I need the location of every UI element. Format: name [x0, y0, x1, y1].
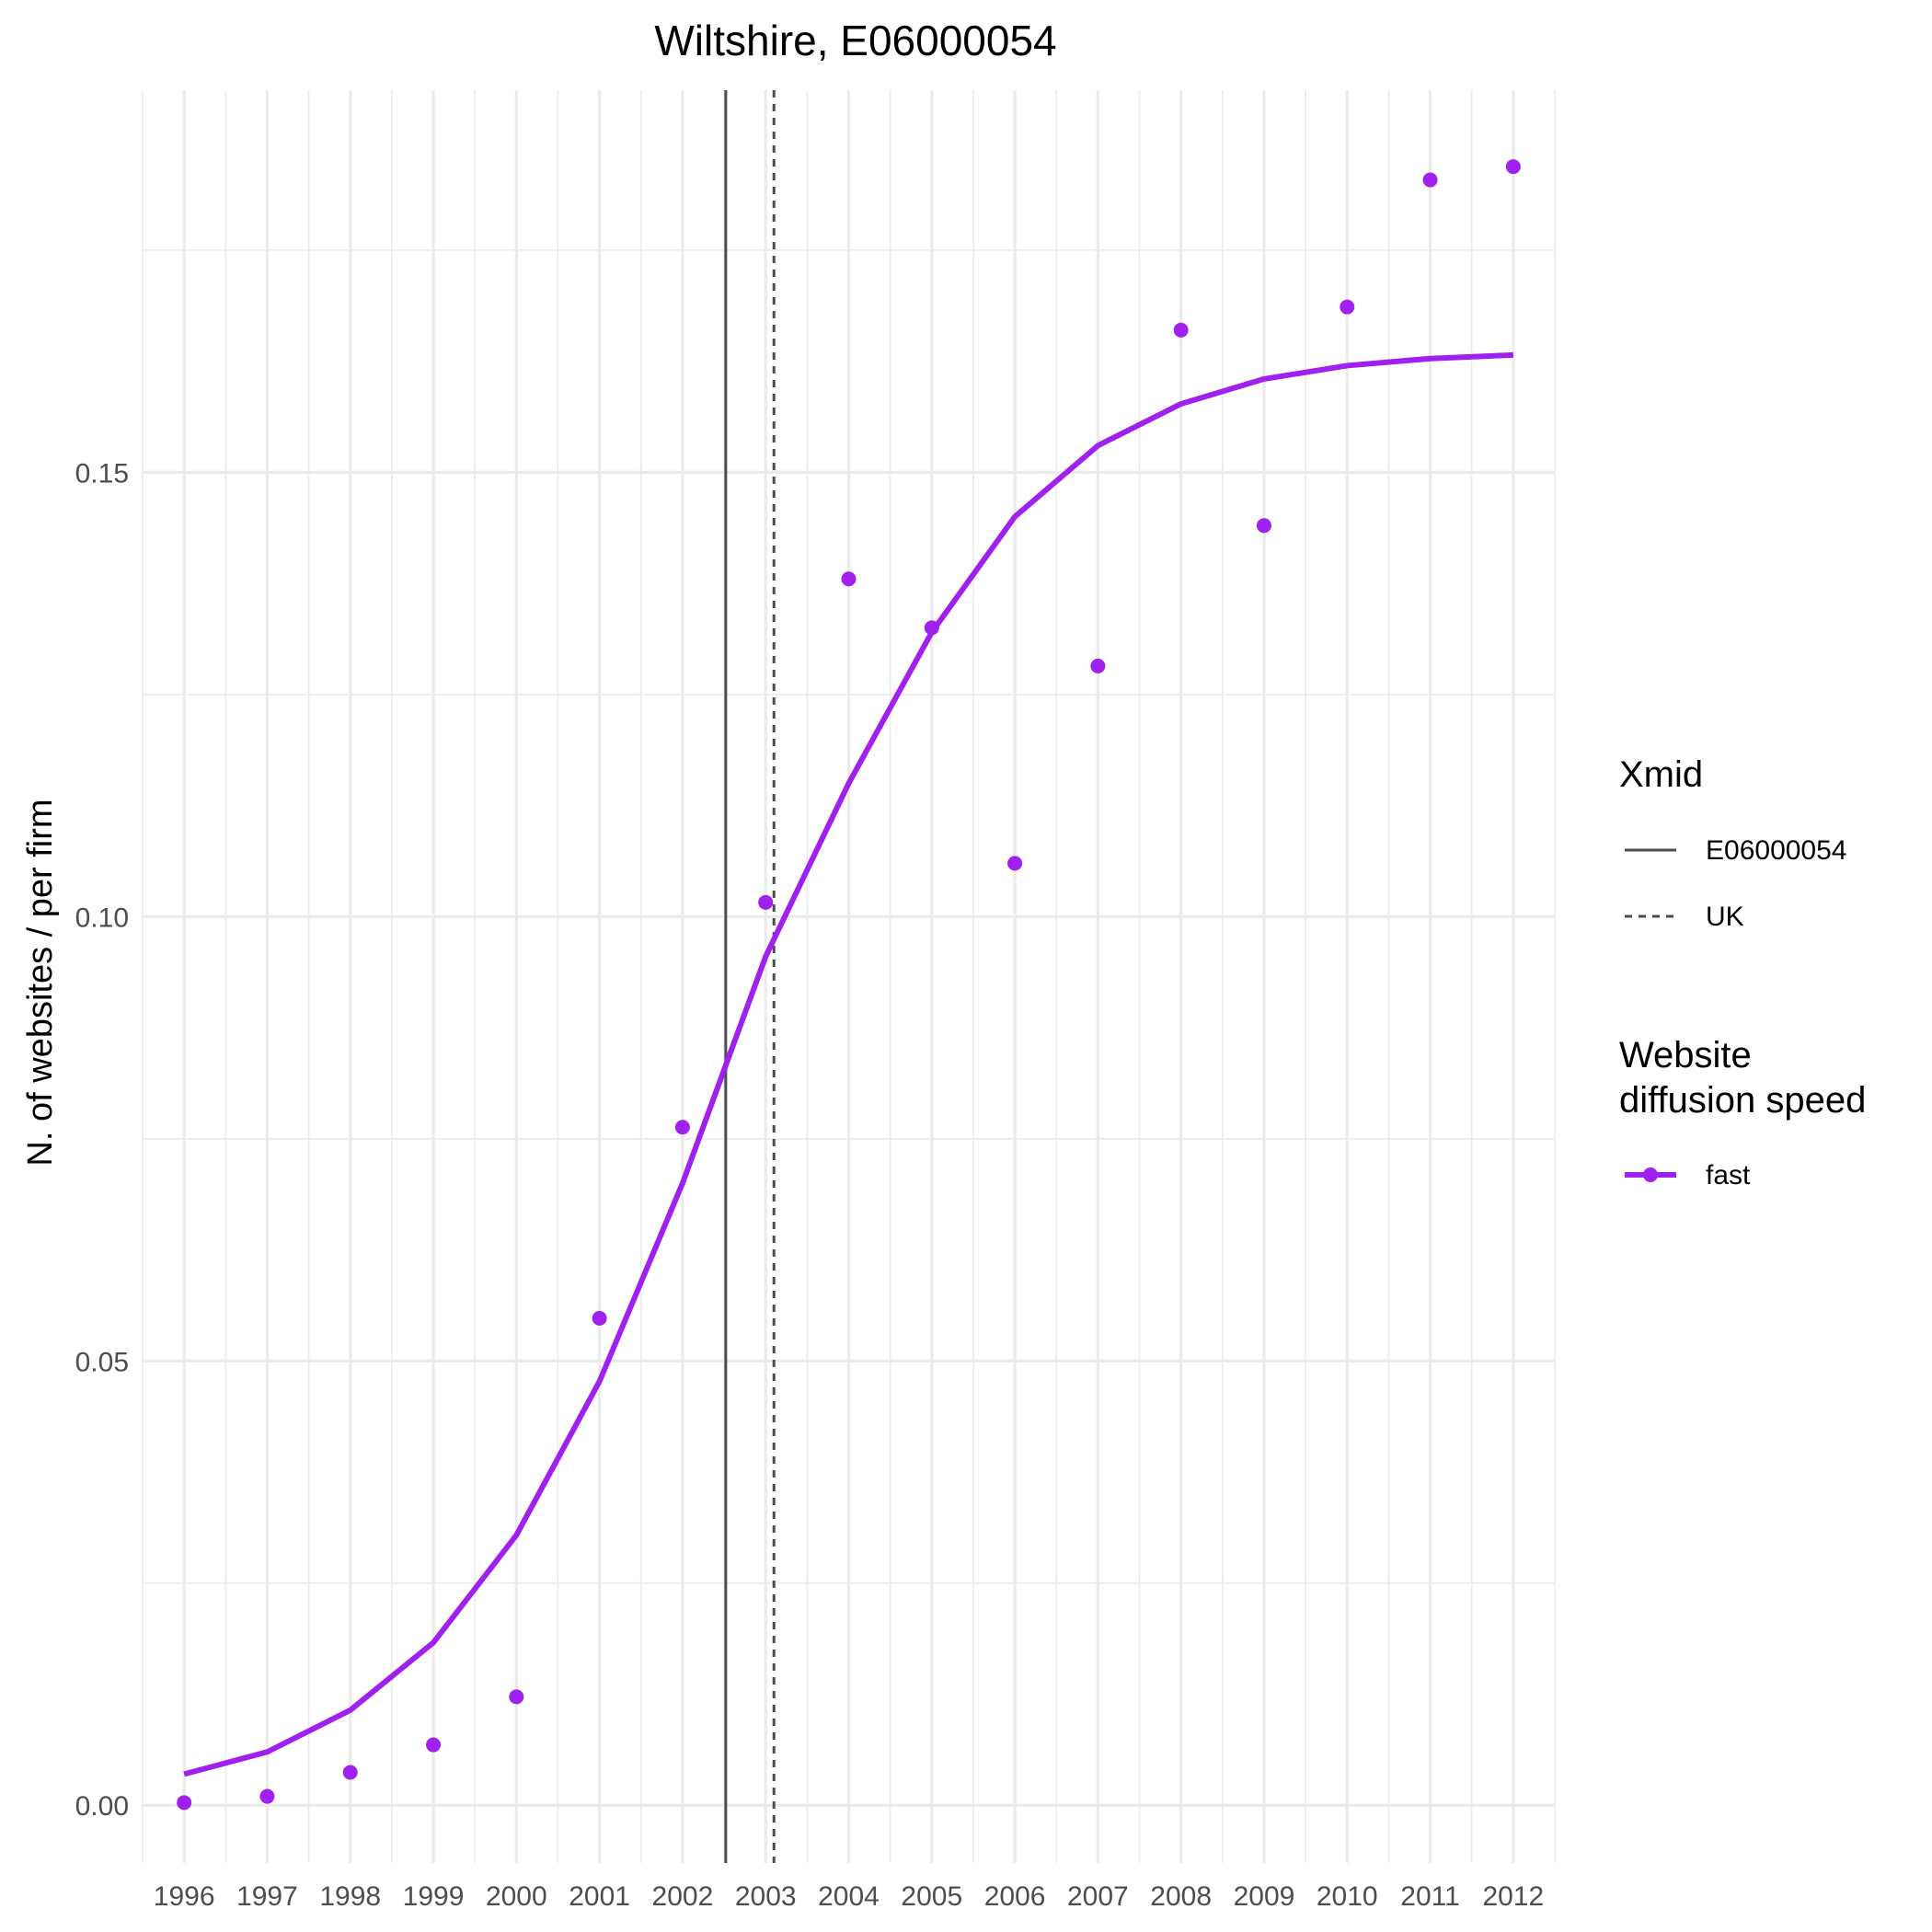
data-point	[1007, 856, 1023, 871]
data-point	[426, 1737, 442, 1753]
x-tick-label: 2008	[1150, 1881, 1212, 1912]
x-tick-label: 2004	[818, 1881, 880, 1912]
data-point	[674, 1120, 690, 1135]
x-tick-label: 2009	[1234, 1881, 1295, 1912]
data-point	[177, 1795, 192, 1811]
data-point	[1256, 518, 1271, 534]
legend-label-e06000054: E06000054	[1706, 835, 1847, 866]
legend-title-line1: Website	[1619, 1035, 1752, 1075]
x-tick-label: 1999	[403, 1881, 465, 1912]
chart-title: Wiltshire, E06000054	[654, 17, 1056, 64]
data-point	[342, 1765, 358, 1780]
reference-lines	[724, 90, 776, 1863]
gridlines	[142, 90, 1556, 1863]
y-tick-label: 0.05	[75, 1347, 129, 1377]
x-tick-label: 2000	[486, 1881, 547, 1912]
x-tick-label: 1998	[319, 1881, 381, 1912]
data-point	[509, 1689, 524, 1705]
x-tick-label: 2011	[1400, 1881, 1460, 1912]
data-point	[592, 1310, 607, 1326]
x-tick-label: 2006	[984, 1881, 1046, 1912]
data-point	[1090, 658, 1106, 673]
data-point	[924, 620, 939, 636]
legend-key-fast-point	[1643, 1167, 1658, 1182]
data-point	[1422, 172, 1438, 188]
y-tick-label: 0.10	[75, 903, 129, 933]
data-points	[177, 159, 1521, 1811]
x-tick-label: 2001	[569, 1881, 630, 1912]
x-tick-label: 2005	[901, 1881, 962, 1912]
x-tick-label: 2002	[652, 1881, 714, 1912]
legend-label-uk: UK	[1706, 902, 1744, 932]
data-point	[841, 571, 857, 587]
y-tick-label: 0.15	[75, 458, 129, 489]
fitted-line-fast	[183, 351, 1513, 1777]
legend-title-xmid: Xmid	[1619, 754, 1703, 795]
legend-speed: Website diffusion speed fast	[1619, 1035, 1866, 1190]
x-tick-label: 2010	[1317, 1881, 1378, 1912]
legend-label-fast: fast	[1706, 1160, 1751, 1190]
x-axis-tick-labels: 1996 1997 1998 1999 2000 2001 2002 2003 2004 2005…	[154, 1881, 1544, 1912]
x-tick-label: 2007	[1067, 1881, 1129, 1912]
y-axis-title: N. of websites / per firm	[21, 799, 60, 1166]
data-point	[758, 894, 774, 910]
legend-xmid: Xmid E06000054 UK	[1619, 754, 1847, 932]
data-point	[1340, 299, 1355, 315]
x-tick-label: 2012	[1482, 1881, 1544, 1912]
data-point	[1505, 159, 1521, 175]
legend-title-line2: diffusion speed	[1619, 1080, 1866, 1121]
data-point	[1173, 322, 1189, 338]
x-tick-label: 1997	[236, 1881, 298, 1912]
y-tick-label: 0.00	[75, 1791, 129, 1822]
x-tick-label: 2003	[735, 1881, 797, 1912]
x-tick-label: 1996	[154, 1881, 215, 1912]
fitted-curve	[183, 351, 1513, 1777]
y-axis-tick-labels: 0.00 0.05 0.10 0.15	[75, 458, 129, 1822]
data-point	[259, 1788, 275, 1804]
